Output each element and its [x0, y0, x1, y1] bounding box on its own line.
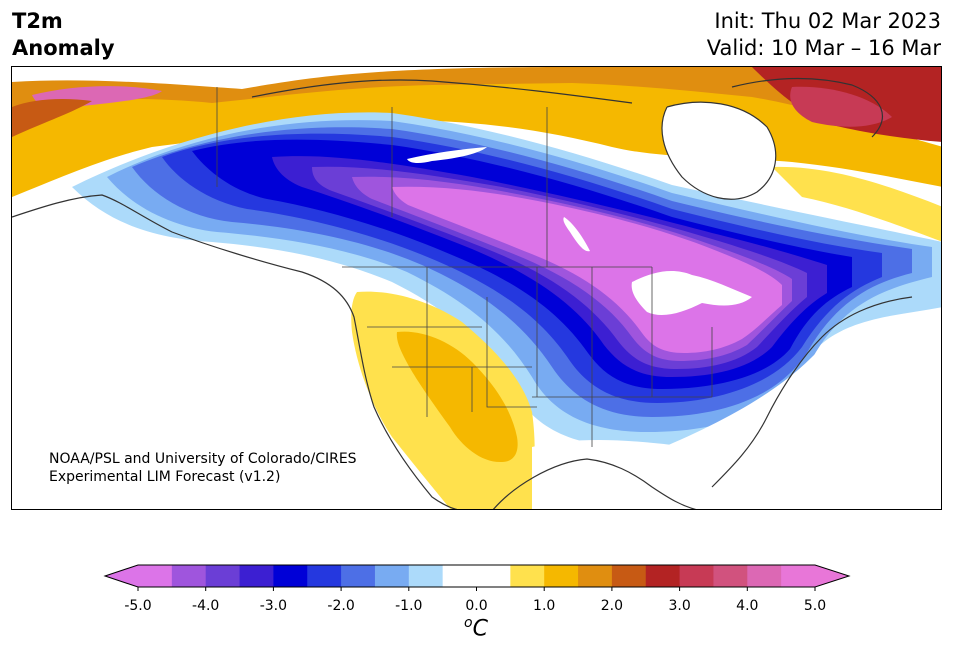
colorbar-tick-label: 0.0	[465, 598, 488, 614]
credit-line-2: Experimental LIM Forecast (v1.2)	[49, 469, 281, 485]
colorbar-segment	[273, 565, 308, 587]
colorbar-segment	[510, 565, 545, 587]
lake-winnipeg	[563, 217, 590, 252]
colorbar-tick-label: -2.0	[327, 598, 355, 614]
gulf-of-mexico	[532, 440, 742, 509]
colorbar-extend-low	[105, 565, 138, 587]
map-title: T2m Anomaly	[12, 8, 115, 62]
colorbar-tick-label: 5.0	[803, 598, 827, 614]
pacific-ocean	[12, 217, 421, 509]
great-lakes	[631, 271, 752, 316]
alaska-warm-red	[12, 99, 92, 137]
hudson-bay	[662, 102, 776, 200]
colorbar-segment	[713, 565, 748, 587]
forecast-dates: Init: Thu 02 Mar 2023 Valid: 10 Mar – 16…	[707, 8, 941, 62]
colorbar-tick-label: 4.0	[736, 598, 759, 614]
colorbar-tick-label: -3.0	[259, 598, 288, 614]
colorbar-tick-label: -4.0	[192, 598, 220, 614]
map-canvas	[12, 67, 941, 509]
colorbar-segment	[171, 565, 207, 587]
colorbar-segment	[611, 565, 647, 587]
east-warm-yellow	[772, 166, 941, 242]
colorbar-segment	[578, 565, 613, 587]
colorbar-segment	[747, 565, 782, 587]
valid-date: Valid: 10 Mar – 16 Mar	[706, 36, 941, 60]
title-line-1: T2m	[12, 9, 63, 33]
colorbar-outline	[103, 564, 851, 588]
colorbar-unit: oC	[464, 615, 488, 642]
colorbar-segment	[307, 565, 342, 587]
great-slave-lake	[407, 147, 487, 164]
data-credit: NOAA/PSL and University of Colorado/CIRE…	[49, 450, 357, 486]
credit-line-1: NOAA/PSL and University of Colorado/CIRE…	[49, 451, 357, 467]
colorbar-ticks: -5.0 -4.0 -3.0 -2.0 -1.0 0.0 1.0 2.0 3.0 4.0 5.0	[0, 598, 953, 618]
colorbar-segment	[408, 565, 444, 587]
colorbar-extend-high	[815, 565, 849, 587]
coastlines	[12, 77, 913, 509]
colorbar-tick-label: -1.0	[395, 598, 423, 614]
colorbar-tick-label: 2.0	[600, 598, 624, 614]
cold-magenta	[392, 186, 782, 353]
anomaly-map	[11, 66, 942, 510]
colorbar-segment	[239, 565, 274, 587]
colorbar-segment	[341, 565, 376, 587]
colorbar-segment	[781, 565, 816, 587]
colorbar-tick-label: -5.0	[124, 598, 152, 614]
colorbar-segment	[442, 565, 511, 587]
colorbar-segment	[645, 565, 681, 587]
colorbar-segment	[138, 565, 173, 587]
arctic-warm-pink	[790, 86, 892, 127]
colorbar-segment	[679, 565, 714, 587]
colorbar-segment	[544, 565, 579, 587]
colorbar-tick-label: 1.0	[533, 598, 556, 614]
init-date: Init: Thu 02 Mar 2023	[714, 9, 941, 33]
colorbar-tick-label: 3.0	[668, 598, 691, 614]
colorbar-segment	[205, 565, 241, 587]
political-borders	[216, 87, 713, 447]
title-line-2: Anomaly	[12, 36, 115, 60]
colorbar-segment	[374, 565, 410, 587]
